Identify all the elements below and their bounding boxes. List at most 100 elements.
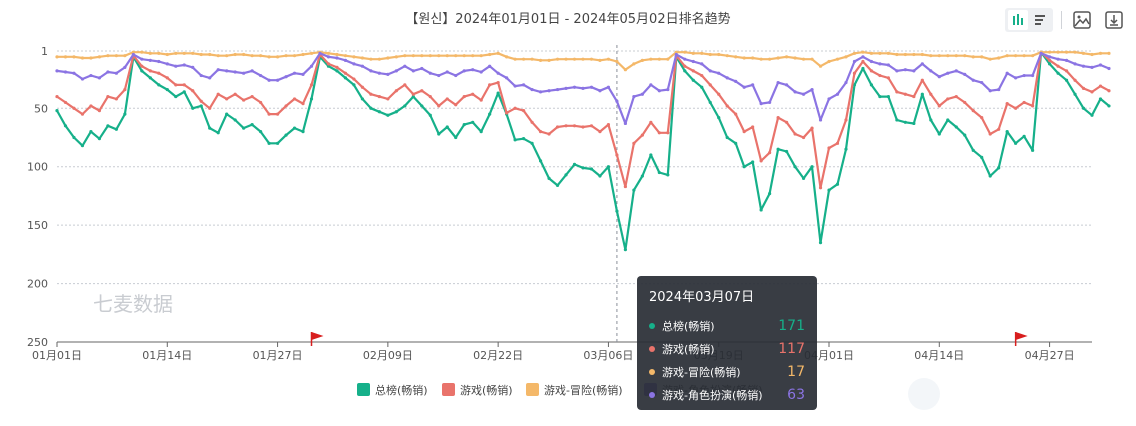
data-point: [657, 170, 661, 175]
data-point: [810, 165, 814, 169]
data-point: [454, 54, 458, 58]
data-point: [521, 83, 526, 87]
data-point: [971, 78, 975, 82]
data-point: [394, 89, 398, 93]
data-point: [666, 173, 670, 177]
data-point: [700, 51, 704, 55]
data-point: [997, 87, 1001, 92]
data-point: [292, 71, 297, 75]
data-point: [157, 83, 161, 87]
data-point: [980, 80, 984, 85]
data-point: [1107, 51, 1111, 55]
data-point: [335, 52, 339, 57]
data-point: [598, 89, 602, 93]
series-lines: [55, 50, 1111, 252]
data-point: [886, 76, 890, 80]
data-point: [411, 69, 415, 73]
data-point: [386, 72, 390, 76]
data-point: [903, 68, 907, 72]
data-point: [852, 51, 857, 55]
tooltip-value: 117: [778, 340, 805, 357]
data-point: [488, 83, 492, 87]
data-point: [691, 69, 695, 73]
legend-item[interactable]: 游戏-冒险(畅销): [526, 383, 623, 397]
data-point: [157, 59, 161, 64]
data-point: [929, 118, 933, 122]
data-point: [810, 87, 814, 92]
data-point: [623, 121, 628, 126]
data-point: [140, 69, 144, 73]
data-point: [471, 120, 475, 124]
data-point: [106, 70, 110, 74]
data-point: [530, 57, 534, 61]
data-point: [267, 141, 271, 145]
data-point: [1056, 71, 1060, 75]
data-point: [242, 71, 246, 75]
image-download-icon[interactable]: [1070, 8, 1094, 32]
data-point: [768, 151, 772, 155]
data-point: [742, 85, 746, 89]
data-point: [140, 64, 144, 68]
data-point: [80, 56, 85, 60]
data-point: [454, 73, 458, 78]
data-point: [1005, 130, 1009, 134]
data-point: [555, 57, 560, 61]
y-tick-label: 250: [27, 336, 48, 349]
data-point: [606, 57, 611, 61]
y-tick-label: 150: [27, 219, 48, 232]
tooltip-dot: [649, 368, 655, 375]
data-point: [225, 54, 229, 58]
x-tick-label: 04月14日: [914, 349, 964, 362]
data-point: [445, 70, 449, 74]
data-point: [369, 57, 373, 61]
data-point: [513, 57, 517, 61]
data-point: [700, 73, 704, 78]
legend-item[interactable]: 总榜(畅销): [357, 383, 428, 397]
data-point: [640, 174, 644, 178]
data-point: [369, 69, 373, 73]
x-tick-label: 01月14日: [142, 349, 192, 362]
data-point: [301, 130, 305, 134]
data-point: [555, 87, 560, 92]
toolbar-divider: [1061, 11, 1062, 29]
data-point: [572, 57, 577, 61]
data-point: [963, 133, 967, 137]
data-point: [674, 50, 678, 54]
data-point: [89, 73, 93, 78]
data-point: [538, 159, 543, 163]
data-point: [479, 130, 483, 134]
data-point: [920, 62, 924, 66]
list-icon[interactable]: [1030, 10, 1050, 30]
data-point: [768, 100, 772, 105]
data-point: [1014, 141, 1018, 145]
data-point: [140, 50, 144, 54]
data-point: [216, 131, 220, 135]
data-point: [801, 57, 806, 61]
data-point: [801, 176, 806, 180]
data-point: [937, 132, 941, 136]
data-point: [581, 166, 585, 170]
data-point: [292, 126, 297, 130]
data-point: [615, 99, 619, 103]
red-flag-icon: [1014, 332, 1028, 346]
data-point: [946, 71, 950, 75]
data-point: [208, 126, 212, 130]
data-point: [157, 71, 161, 75]
data-point: [428, 54, 432, 58]
data-point: [768, 191, 772, 196]
data-point: [462, 69, 466, 73]
data-point: [793, 56, 797, 60]
data-point: [717, 52, 721, 57]
data-point: [63, 70, 68, 74]
data-point: [174, 51, 178, 55]
data-point: [1056, 57, 1060, 61]
legend-item[interactable]: 游戏(畅销): [442, 383, 513, 397]
tooltip-dot: [649, 322, 655, 329]
data-point: [598, 174, 602, 178]
data-point: [225, 69, 229, 73]
data-point: [114, 54, 118, 58]
tooltip-series-name: 总榜(畅销): [662, 319, 715, 333]
bar-chart-icon[interactable]: [1008, 10, 1028, 30]
download-icon[interactable]: [1102, 8, 1126, 32]
data-point: [1031, 54, 1035, 58]
